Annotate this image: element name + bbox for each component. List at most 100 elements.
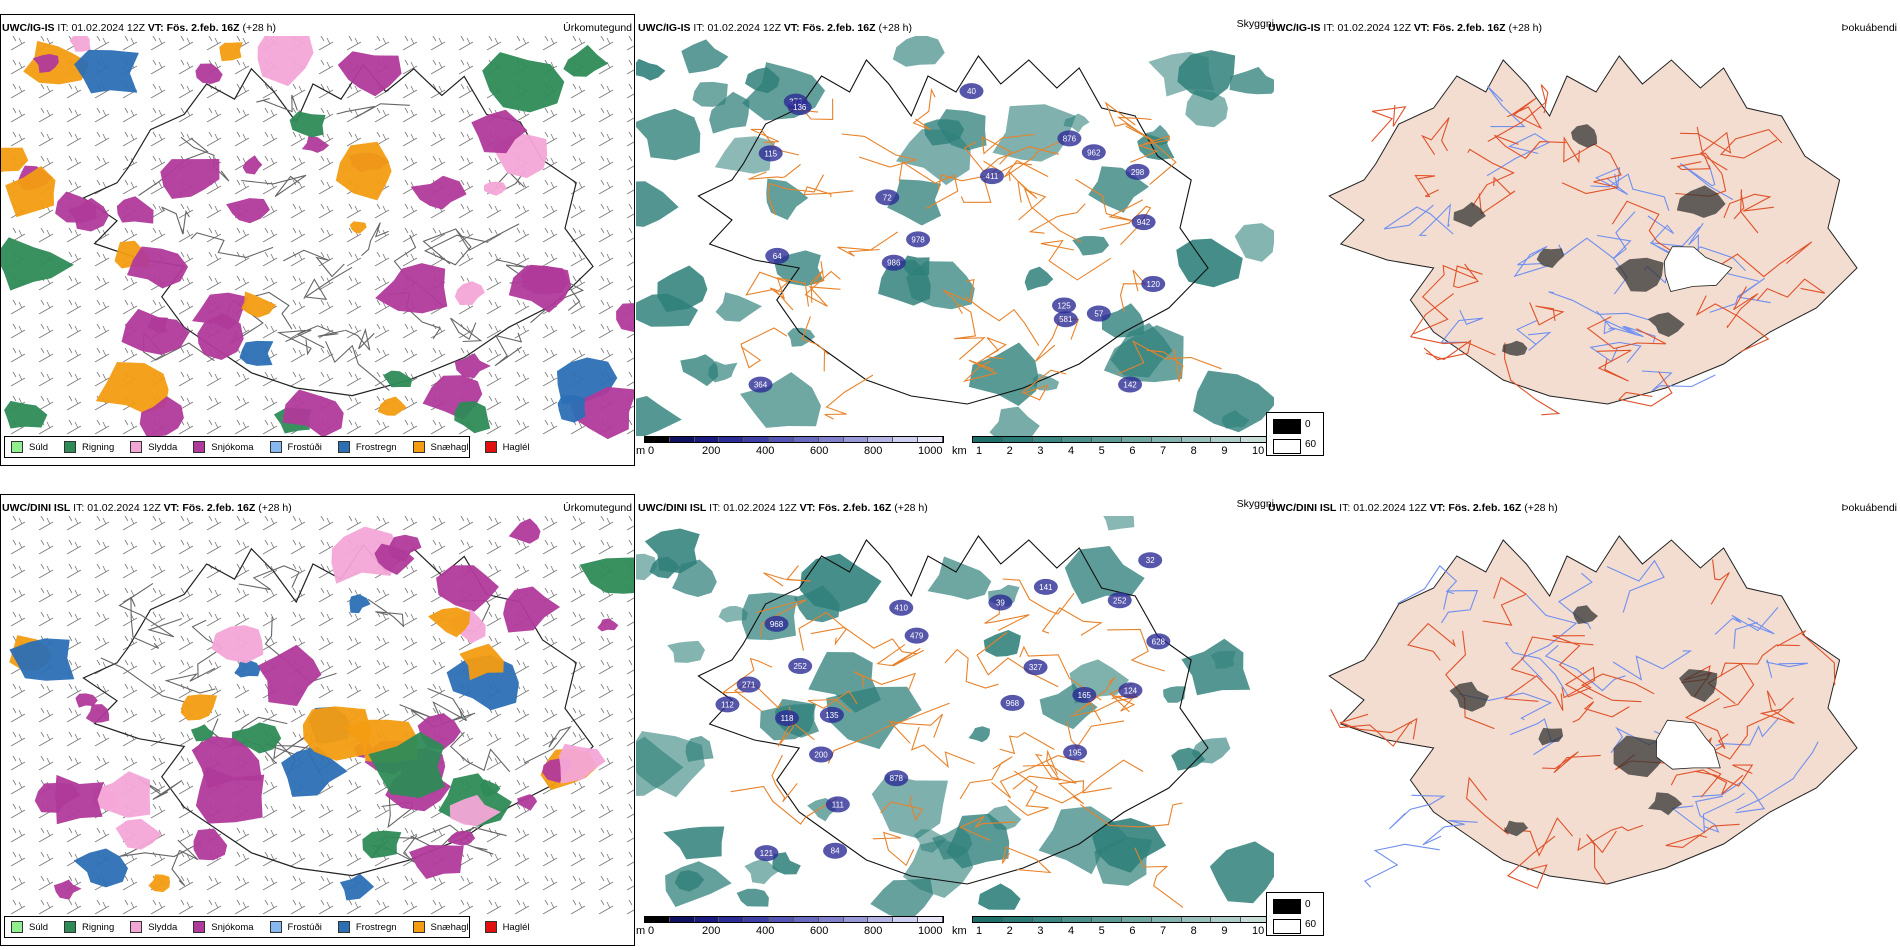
color-bar-segment (645, 917, 670, 922)
wind-barb (318, 803, 334, 819)
wind-barb (38, 707, 54, 723)
height-label: 327 (1029, 663, 1043, 672)
wind-barb (542, 323, 558, 339)
road-line (422, 223, 520, 265)
wind-barb (290, 347, 306, 363)
road-line (161, 206, 190, 235)
wind-barb (10, 131, 26, 147)
wind-barb (262, 275, 278, 291)
legend-label: Rigning (82, 921, 115, 933)
fog-legend-swatch (1273, 439, 1301, 454)
wind-barb (290, 731, 306, 747)
wind-barb (38, 899, 54, 915)
height-label: 271 (742, 681, 756, 690)
legend-item: Súld (11, 921, 48, 933)
wind-barb (374, 875, 390, 891)
wind-barb (262, 179, 278, 195)
visibility-area (681, 39, 729, 74)
road-line (1441, 590, 1479, 624)
high-ground-area (825, 796, 850, 813)
wind-barb (66, 83, 82, 99)
high-ground-area (1023, 659, 1048, 676)
wind-barb (626, 155, 634, 171)
wind-barb (10, 827, 26, 843)
wind-barb (10, 371, 26, 387)
wind-barb (206, 899, 222, 915)
wind-barb (234, 227, 250, 243)
road-line (960, 162, 1033, 203)
legend-swatch (269, 921, 282, 933)
wind-barb (206, 275, 222, 291)
wind-barb (38, 107, 54, 123)
wind-barb (486, 755, 502, 771)
wind-barb (262, 155, 278, 171)
visibility-area (1229, 66, 1274, 95)
wind-barb (626, 59, 634, 75)
high-ground-area (736, 676, 761, 693)
lead-time: (+28 h) (1524, 502, 1558, 514)
precip-area (579, 557, 634, 594)
road-line (837, 231, 899, 257)
wind-barb (514, 299, 530, 315)
visibility-area (692, 81, 728, 107)
wind-barb (570, 731, 586, 747)
wind-barb (150, 707, 166, 723)
wind-barb (626, 179, 634, 195)
wind-barb (66, 275, 82, 291)
precip-area (242, 155, 263, 175)
visibility-area (644, 528, 700, 574)
wind-barb (150, 731, 166, 747)
road-line (1510, 636, 1594, 677)
wind-barb (10, 587, 26, 603)
visibility-area (1234, 223, 1274, 262)
precip-area (454, 401, 491, 434)
wind-barb (318, 899, 334, 915)
road-line (1572, 701, 1630, 723)
legend-label: Snæhagl (430, 921, 469, 933)
height-label: 962 (1087, 148, 1101, 157)
road-line (763, 565, 811, 587)
wind-barb (66, 683, 82, 699)
wind-barb (150, 227, 166, 243)
wind-barb (94, 539, 110, 555)
init-time: 01.02.2024 12Z (87, 502, 161, 514)
wind-barb (430, 227, 446, 243)
wind-barb (150, 611, 166, 627)
legend-item: Frostregn (337, 921, 397, 933)
visibility-area (718, 605, 748, 623)
wind-barb (150, 563, 166, 579)
wind-barb (178, 611, 194, 627)
high-ground-area (819, 706, 844, 723)
wind-barb (626, 371, 634, 387)
wind-barb (346, 299, 362, 315)
road-line (910, 726, 975, 769)
wind-barb (10, 851, 26, 867)
wind-barb (402, 59, 418, 75)
visibility-area (989, 406, 1040, 436)
high-ground-area (1052, 297, 1077, 314)
road-line (1589, 341, 1642, 363)
wind-barb (486, 203, 502, 219)
wind-barb (150, 755, 166, 771)
valid-label: VT: (147, 22, 164, 34)
lead-time: (+28 h) (258, 502, 292, 514)
wind-barb (150, 539, 166, 555)
road-line (748, 163, 801, 180)
wind-barb (514, 203, 530, 219)
wind-barb (178, 83, 194, 99)
precip-area (559, 743, 606, 784)
road-line (1586, 830, 1617, 885)
wind-barb (94, 107, 110, 123)
wind-barb (486, 516, 502, 531)
wind-barb (542, 107, 558, 123)
wind-barb (10, 323, 26, 339)
wind-barb (374, 611, 390, 627)
init-time: 01.02.2024 12Z (1337, 22, 1411, 34)
precip-areas (1, 36, 634, 440)
legend-swatch (484, 441, 497, 453)
high-ground-area (748, 376, 773, 393)
map-frame (0, 494, 635, 946)
road-line (853, 671, 917, 691)
visibility-area (636, 553, 658, 581)
wind-barb (94, 611, 110, 627)
